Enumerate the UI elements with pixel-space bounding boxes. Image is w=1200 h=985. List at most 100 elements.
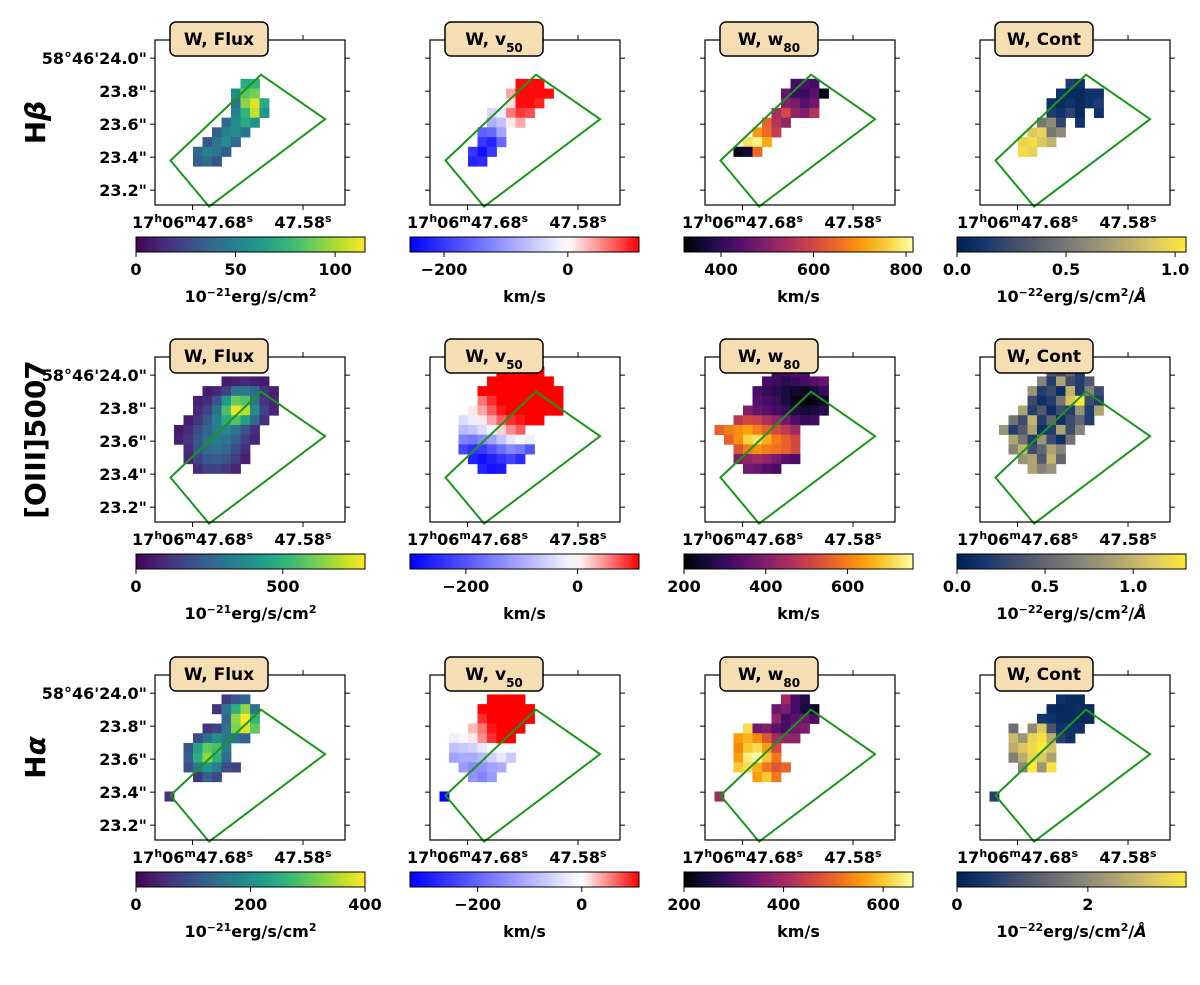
map-pixel (1037, 723, 1047, 734)
badge-label: W, v50 (465, 30, 523, 55)
map-pixel (534, 386, 545, 397)
map-pixel (487, 762, 497, 773)
map-pixel (762, 463, 772, 474)
map-pixel (1065, 434, 1076, 445)
map-pixel (468, 733, 478, 744)
map-pixel (221, 723, 232, 734)
map-pixel (221, 762, 232, 773)
map-pixel (487, 424, 497, 436)
map-pixel (496, 694, 507, 705)
map-pixel (1046, 752, 1057, 763)
map-pixel (506, 386, 516, 397)
map-pixel (496, 444, 507, 455)
badge-label: W, Flux (184, 665, 254, 685)
map-pixel (212, 386, 222, 397)
map-pixel (231, 463, 241, 474)
map-pixel (809, 395, 820, 406)
map-pixel (496, 713, 507, 724)
colorbar-unit-label: km/s (503, 922, 546, 941)
map-pixel (449, 752, 459, 763)
map-pixel (212, 405, 222, 416)
map-pixel (743, 137, 753, 148)
map-pixel (1056, 733, 1066, 744)
map-pixel (477, 742, 488, 754)
row-label-0: Hβ (19, 101, 52, 144)
map-pixel (487, 463, 497, 474)
map-pixel (231, 713, 241, 724)
colorbar-tick-label: 400 (749, 577, 782, 596)
map-pixel (752, 146, 763, 157)
ra-tick-label: 17h06m47.68s (132, 847, 253, 868)
panel-badge: W, Cont (994, 21, 1094, 57)
map-pixel (221, 376, 232, 387)
map-pixel (496, 762, 507, 773)
map-pixel (790, 386, 801, 397)
colorbar-unit-label: 10−22erg/s/cm2/Å (996, 603, 1146, 624)
badge-label: W, w80 (738, 665, 800, 690)
map-pixel (506, 713, 516, 724)
aperture-box (994, 73, 1152, 208)
map-pixel (553, 405, 564, 416)
map-pixel (800, 415, 810, 426)
map-pixel (250, 424, 260, 436)
map-pixel (1056, 88, 1066, 99)
map-pixel (762, 434, 772, 445)
ra-tick-label: 17h06m47.68s (682, 212, 803, 233)
map-pixel (1075, 694, 1085, 705)
map-pixel (1037, 424, 1047, 436)
map-pixel (487, 127, 497, 138)
map-pixel (496, 137, 507, 148)
map-pixel (743, 463, 753, 474)
map-0-flux (193, 78, 270, 167)
map-pixel (193, 156, 203, 167)
map-pixel (202, 454, 213, 465)
map-pixel (231, 415, 241, 426)
map-pixel (1027, 146, 1038, 157)
colorbar-tick-label: 0 (562, 260, 573, 279)
map-pixel (183, 762, 194, 773)
aperture-box (719, 708, 877, 843)
map-pixel (250, 405, 260, 416)
map-pixel (231, 88, 241, 99)
map-pixel (762, 137, 772, 148)
map-pixel (477, 463, 488, 474)
aperture-box (444, 708, 602, 843)
map-pixel (525, 395, 535, 406)
map-pixel (781, 117, 791, 128)
map-pixel (809, 415, 820, 426)
map-pixel (819, 405, 829, 416)
map-pixel (1037, 127, 1047, 138)
map-pixel (1027, 723, 1038, 734)
map-pixel (468, 772, 478, 783)
map-pixel (752, 444, 763, 455)
map-pixel (771, 424, 782, 436)
map-pixel (458, 733, 469, 744)
map-pixel (743, 454, 753, 465)
map-pixel (515, 78, 526, 89)
map-pixel (790, 98, 801, 109)
map-pixel (231, 127, 241, 138)
map-pixel (1018, 146, 1028, 157)
badge-box (444, 21, 544, 57)
map-pixel (1065, 694, 1076, 705)
map-pixel (449, 424, 459, 436)
map-pixel (250, 88, 260, 99)
map-pixel (1056, 713, 1066, 724)
map-pixel (1084, 405, 1095, 416)
map-pixel (743, 146, 753, 157)
map-pixel (1046, 395, 1057, 406)
map-pixel (733, 424, 744, 436)
dec-tick-label: 23.8" (99, 82, 147, 101)
map-pixel (250, 415, 260, 426)
map-pixel (1084, 713, 1095, 724)
map-pixel (762, 395, 772, 406)
colorbar-bar (683, 871, 914, 888)
map-pixel (496, 376, 507, 387)
map-pixel (1046, 98, 1057, 109)
map-pixel (259, 107, 270, 119)
map-pixel (250, 704, 260, 715)
map-pixel (193, 444, 203, 455)
dec-tick-label: 23.6" (99, 115, 147, 134)
map-pixel (221, 405, 232, 416)
map-pixel (1094, 405, 1104, 416)
